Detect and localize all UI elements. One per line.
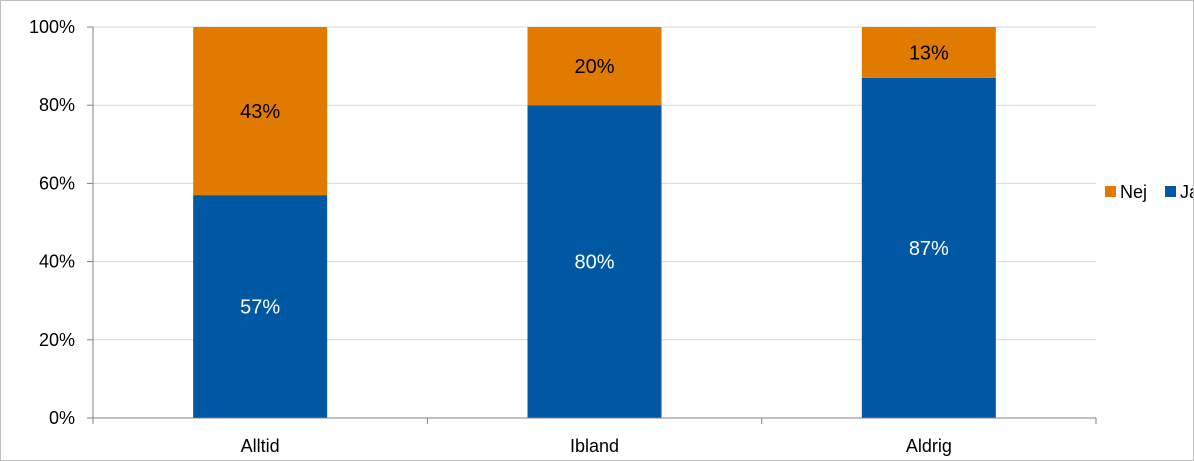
x-tick-label: Aldrig [906, 436, 952, 456]
y-tick-label: 60% [39, 173, 75, 193]
axes: 0% 20% 40% 60% 80% 100% Alltid Ibland Aldrig [29, 17, 1097, 456]
legend-label-nej: Nej [1120, 182, 1147, 202]
bars [193, 27, 996, 418]
y-tick-label: 100% [29, 17, 75, 37]
bar-nej-aldrig [861, 27, 996, 78]
data-label: 87% [909, 238, 949, 260]
data-labels: 57% 43% 80% 20% 87% 13% [240, 42, 949, 318]
data-label: 43% [240, 101, 280, 123]
y-tick-label: 80% [39, 95, 75, 115]
legend-label-ja: Ja [1180, 182, 1193, 202]
data-label: 20% [574, 56, 614, 78]
x-tick-label: Alltid [241, 436, 280, 456]
x-tick-label: Ibland [570, 436, 619, 456]
legend-swatch-ja [1165, 186, 1176, 197]
legend-swatch-nej [1105, 186, 1116, 197]
y-tick-label: 20% [39, 330, 75, 350]
bar-nej-ibland [527, 27, 662, 106]
y-tick-label: 0% [49, 408, 75, 428]
data-label: 13% [909, 42, 949, 64]
bar-nej-alltid [193, 27, 328, 196]
bar-ja-ibland [527, 105, 662, 418]
bar-ja-alltid [193, 195, 328, 418]
legend: Nej Ja [1105, 182, 1193, 202]
y-tick-label: 40% [39, 252, 75, 272]
bar-ja-aldrig [861, 77, 996, 418]
data-label: 57% [240, 297, 280, 319]
data-label: 80% [574, 252, 614, 274]
